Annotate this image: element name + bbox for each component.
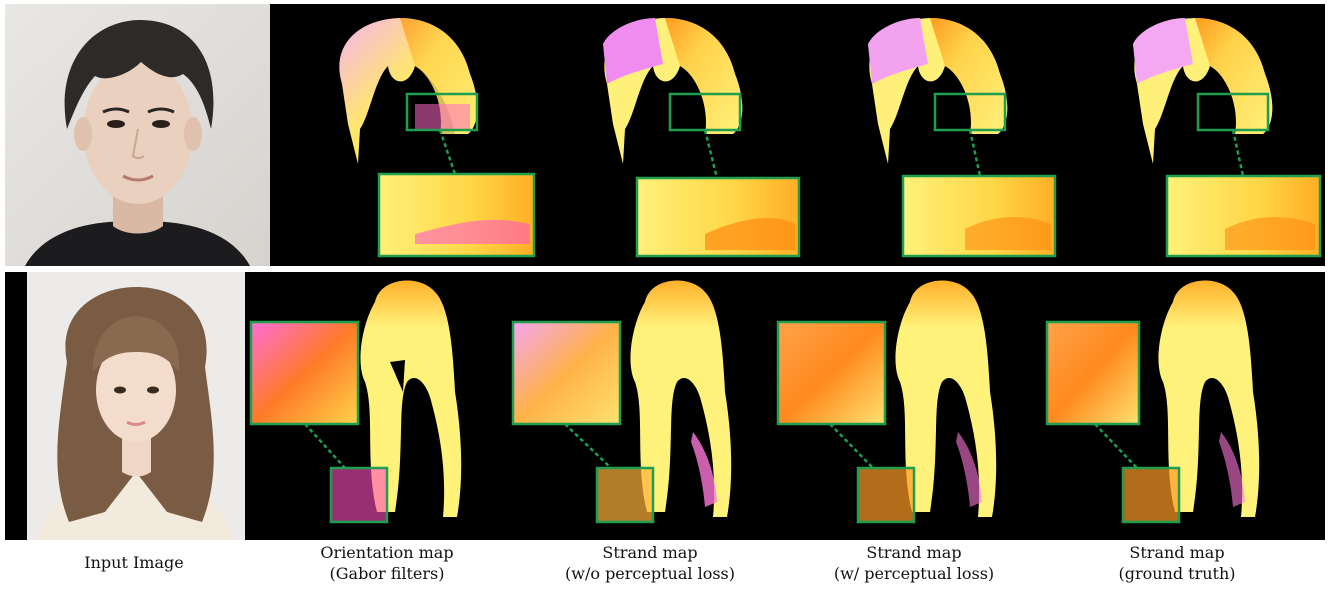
input-photo-woman xyxy=(27,272,245,540)
caption-orientation-map: Orientation map (Gabor filters) xyxy=(320,543,454,583)
figure-row-bottom xyxy=(5,272,1325,540)
caption-strand-map-wo-perceptual: Strand map (w/o perceptual loss) xyxy=(565,543,735,583)
hair-maps-bottom xyxy=(249,280,1260,524)
input-photo-man xyxy=(5,4,270,266)
figure-captions: Input Image Orientation map (Gabor filte… xyxy=(0,542,1328,596)
caption-strand-map-w-perceptual: Strand map (w/ perceptual loss) xyxy=(833,543,995,583)
caption-input-image: Input Image xyxy=(84,553,184,572)
caption-strand-map-ground-truth: Strand map (ground truth) xyxy=(1118,543,1236,583)
figure-row-top xyxy=(5,4,1325,266)
zoom-boxes-bottom xyxy=(249,320,1181,524)
hair-maps-top xyxy=(339,18,1322,258)
